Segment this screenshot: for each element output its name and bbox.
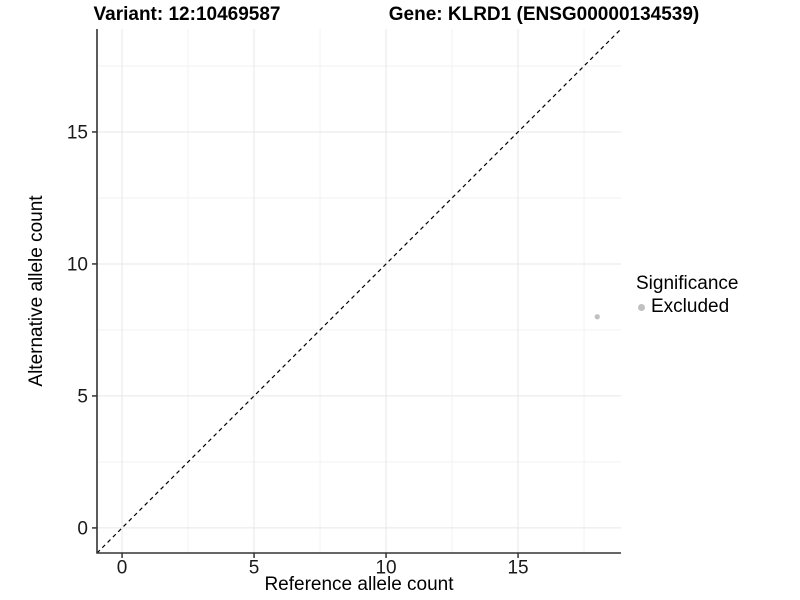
legend-item-label: Excluded	[651, 296, 730, 317]
y-tick-label: 0	[77, 518, 88, 539]
variant-title: Variant: 12:10469587	[93, 4, 281, 25]
y-axis-title: Alternative allele count	[26, 195, 47, 387]
legend: Significance Excluded	[636, 273, 738, 318]
x-tick-label: 0	[117, 558, 128, 579]
y-tick-label: 5	[77, 386, 88, 407]
legend-item-excluded: Excluded	[636, 296, 738, 318]
identity-dashed-line	[96, 28, 622, 554]
data-point	[594, 314, 600, 320]
y-tick-label: 10	[67, 254, 88, 275]
excluded-point-icon	[638, 303, 645, 311]
gene-title: Gene: KLRD1 (ENSG00000134539)	[388, 4, 700, 25]
x-tick-label: 10	[375, 558, 396, 579]
y-tick-label: 15	[67, 122, 88, 143]
x-tick-label: 5	[249, 558, 260, 579]
x-tick-label: 15	[507, 558, 528, 579]
legend-title: Significance	[636, 273, 739, 294]
x-axis-title: Reference allele count	[264, 574, 454, 595]
axis-lines	[96, 29, 621, 554]
